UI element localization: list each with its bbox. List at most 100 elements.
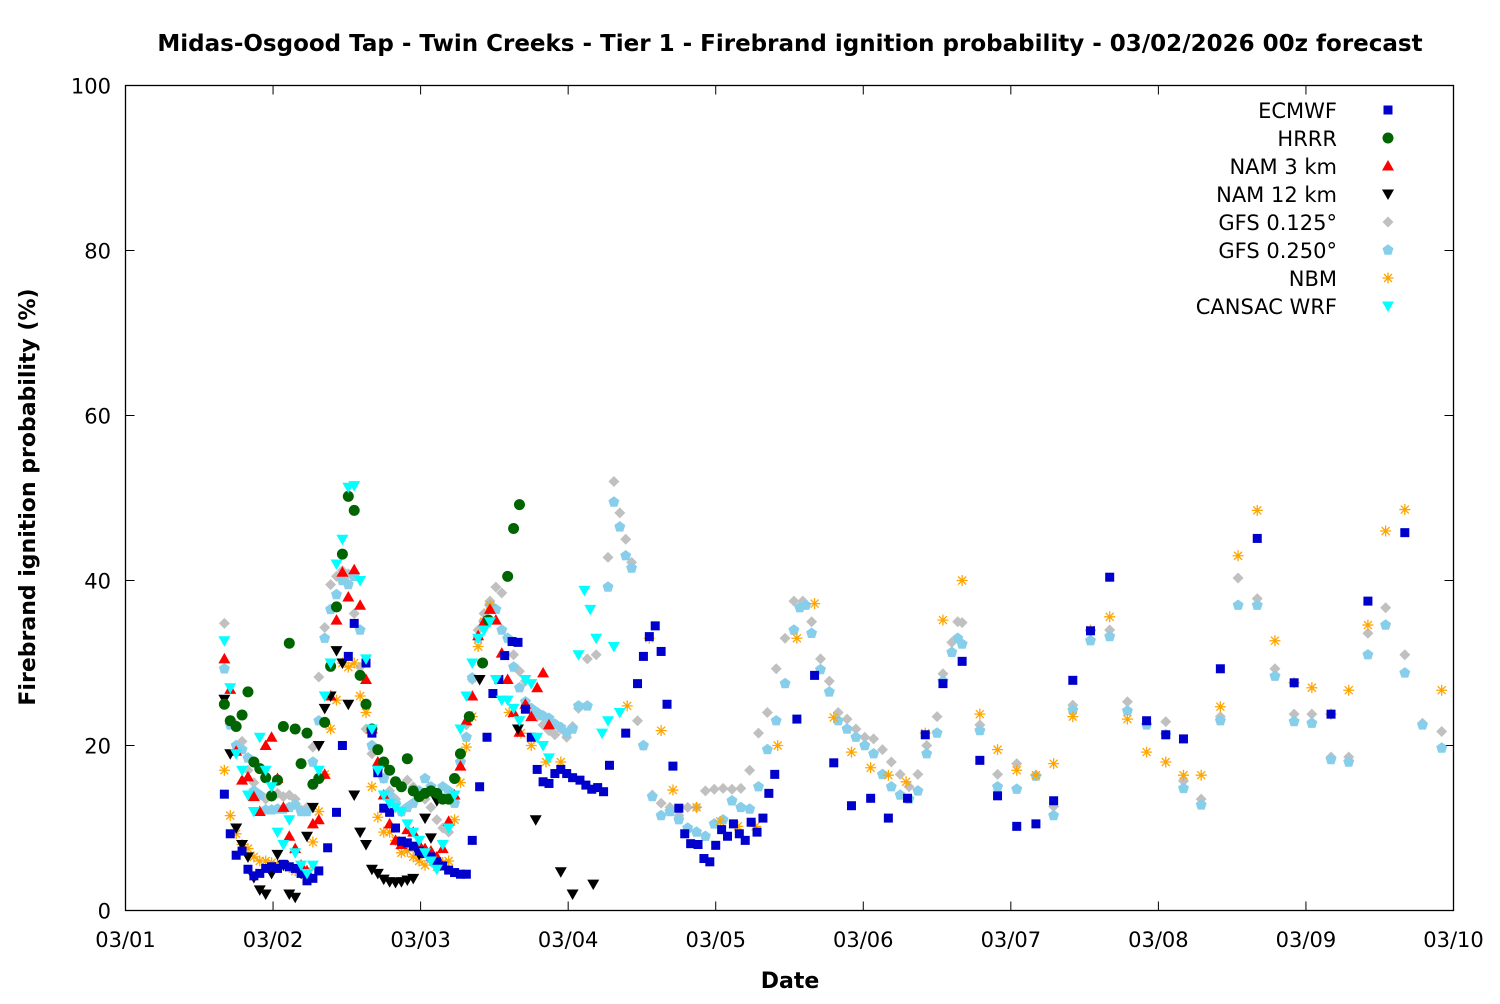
data-point	[253, 732, 266, 744]
data-point	[734, 829, 744, 839]
data-point	[507, 703, 520, 715]
data-point	[1067, 704, 1079, 715]
data-point	[366, 781, 378, 793]
data-point	[508, 661, 520, 672]
legend-label: GFS 0.125°	[1218, 211, 1337, 235]
data-point	[937, 614, 949, 626]
data-point	[477, 657, 489, 669]
data-point	[313, 671, 325, 683]
data-point	[348, 504, 360, 516]
data-point	[894, 789, 906, 800]
data-point	[1251, 599, 1263, 610]
data-point	[632, 715, 644, 727]
data-point	[1380, 619, 1392, 630]
data-point	[846, 801, 856, 811]
data-point	[806, 616, 818, 628]
data-point	[1326, 709, 1336, 719]
data-point	[602, 716, 615, 727]
data-point	[508, 523, 520, 535]
data-point	[295, 758, 307, 770]
data-point	[261, 863, 271, 873]
data-point	[664, 805, 676, 817]
data-point	[454, 760, 467, 771]
data-point	[372, 811, 384, 823]
data-point	[903, 793, 913, 803]
data-point	[770, 663, 782, 675]
data-point	[218, 652, 231, 664]
legend-marker	[1383, 105, 1393, 115]
data-point	[1399, 504, 1411, 516]
data-point	[900, 776, 912, 788]
data-point	[638, 651, 648, 661]
data-point	[531, 732, 544, 744]
legend-label: HRRR	[1277, 127, 1337, 151]
data-point	[431, 814, 443, 826]
data-point	[1104, 630, 1116, 642]
data-point	[218, 617, 230, 629]
y-tick-label: 80	[84, 240, 111, 264]
data-point	[650, 621, 660, 631]
data-point	[314, 866, 324, 876]
data-point	[1011, 764, 1023, 776]
data-point	[717, 825, 727, 835]
data-point	[788, 624, 800, 635]
data-point	[295, 860, 308, 872]
data-point	[290, 863, 300, 873]
data-point	[260, 772, 272, 784]
data-point	[236, 765, 249, 777]
data-point	[454, 724, 467, 735]
data-point	[413, 835, 426, 847]
data-point	[655, 725, 667, 737]
data-point	[542, 753, 555, 764]
data-point	[938, 679, 948, 689]
data-point	[1289, 678, 1299, 688]
data-point	[231, 850, 241, 860]
data-point	[466, 658, 479, 669]
data-point	[472, 633, 485, 645]
data-point	[300, 868, 313, 880]
data-point	[993, 791, 1003, 801]
x-tick-label: 03/01	[95, 928, 156, 952]
data-point	[621, 728, 631, 738]
legend-label: NAM 3 km	[1229, 155, 1337, 179]
data-point	[537, 741, 550, 752]
data-point	[312, 765, 325, 777]
data-point	[668, 761, 678, 771]
data-point	[508, 649, 520, 661]
data-point	[1232, 599, 1244, 610]
data-point	[312, 741, 325, 752]
data-point	[809, 598, 821, 610]
data-point	[348, 481, 361, 492]
data-point	[395, 847, 407, 859]
data-point	[850, 723, 862, 735]
data-point	[414, 846, 424, 856]
data-point	[1011, 783, 1023, 794]
data-point	[554, 867, 567, 878]
data-point	[450, 868, 460, 878]
data-point	[608, 476, 620, 487]
data-point	[526, 732, 536, 742]
data-point	[555, 756, 567, 768]
data-point	[761, 743, 773, 755]
data-point	[946, 646, 958, 657]
data-point	[584, 604, 597, 616]
data-point	[323, 843, 333, 853]
data-point	[1141, 746, 1153, 758]
data-point	[296, 868, 306, 878]
data-point	[691, 826, 703, 837]
data-point	[920, 730, 930, 740]
data-point	[667, 784, 679, 796]
data-point	[1399, 649, 1411, 661]
data-point	[377, 790, 390, 801]
data-point	[841, 713, 853, 725]
data-point	[705, 857, 715, 867]
data-point	[1269, 635, 1281, 647]
data-point	[460, 691, 473, 702]
data-point	[449, 814, 461, 826]
data-point	[531, 681, 544, 693]
data-point	[354, 576, 367, 587]
data-point	[319, 632, 331, 643]
data-point	[1048, 758, 1060, 770]
data-point	[614, 507, 626, 519]
data-point	[467, 835, 477, 845]
